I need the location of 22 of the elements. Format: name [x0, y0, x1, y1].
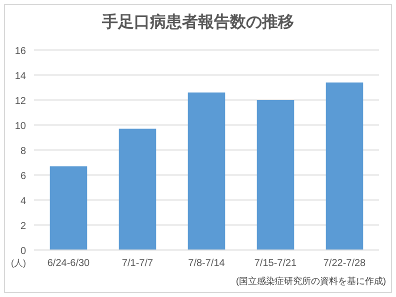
y-axis-title: (人) — [11, 258, 26, 268]
y-tick-label: 4 — [20, 196, 26, 207]
y-tick-label: 0 — [20, 246, 26, 257]
bar — [188, 92, 226, 250]
bar — [256, 100, 294, 250]
y-tick-label: 12 — [14, 96, 26, 107]
bar — [50, 166, 88, 250]
x-tick-label: 6/24-6/30 — [47, 258, 90, 269]
bar — [118, 128, 156, 250]
y-tick-label: 2 — [20, 221, 26, 232]
text: (国立感染症研究所の資料を基に作成) — [236, 276, 386, 286]
y-tick-label: 10 — [14, 121, 26, 132]
y-tick-label: 14 — [14, 71, 26, 82]
y-tick-label: 6 — [20, 171, 26, 182]
x-tick-label: 7/15-7/21 — [254, 258, 298, 269]
y-tick-label: 8 — [20, 146, 26, 157]
x-tick-label: 7/8-7/14 — [188, 258, 226, 269]
x-tick-label: 7/22-7/28 — [323, 258, 366, 269]
bar — [326, 82, 364, 250]
x-tick-label: 7/1-7/7 — [122, 258, 154, 269]
chart-title: 手足口病患者報告数の推移 — [101, 13, 294, 31]
y-tick-label: 16 — [14, 46, 26, 57]
